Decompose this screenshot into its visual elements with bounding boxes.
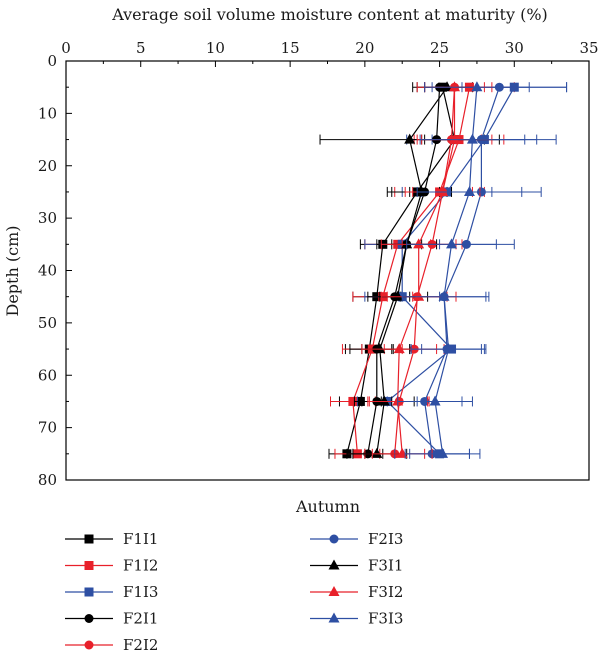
y-tick-label: 0: [47, 52, 57, 70]
y-tick-label: 60: [38, 366, 57, 384]
legend-item-F2I3: F2I3: [310, 530, 403, 548]
legend-marker: [84, 614, 94, 623]
legend-marker: [84, 534, 94, 544]
series-line: [346, 87, 456, 454]
legend-item-F3I2: F3I2: [310, 583, 403, 601]
legend-label: F3I3: [368, 610, 403, 628]
y-tick-label: 20: [38, 157, 57, 175]
series-line: [394, 87, 456, 454]
x-axis-title: Average soil volume moisture content at …: [111, 5, 548, 24]
legend-item-F2I2: F2I2: [65, 636, 158, 654]
y-tick-label: 70: [38, 419, 57, 437]
series-F3I3: [397, 81, 530, 459]
data-point: [463, 185, 475, 196]
data-point: [416, 185, 428, 196]
x-tick-label: 15: [281, 39, 300, 57]
data-point: [404, 133, 416, 144]
data-point: [443, 343, 455, 354]
data-point: [437, 447, 449, 458]
legend-marker: [84, 587, 94, 597]
series-line: [434, 87, 478, 454]
legend-item-F2I1: F2I1: [65, 610, 158, 628]
series-line: [352, 87, 471, 454]
legend: F1I1 F1I2 F1I3 F2I1 F2I2 F2I3 F3I1 F3I2 F3I3: [65, 530, 403, 654]
y-tick-label: 40: [38, 262, 57, 280]
series-line: [423, 87, 500, 454]
legend-marker: [84, 561, 94, 570]
x-tick-label: 30: [505, 39, 524, 57]
chart-caption: Autumn: [295, 497, 360, 516]
y-tick-label: 80: [38, 471, 57, 489]
data-point: [466, 133, 478, 144]
legend-marker: [84, 640, 94, 650]
y-tick-label: 10: [38, 104, 57, 122]
data-point: [393, 343, 405, 354]
data-point: [441, 81, 453, 92]
legend-label: F1I3: [123, 583, 158, 601]
y-tick-label: 50: [38, 314, 57, 332]
x-tick-label: 25: [430, 39, 449, 57]
data-point: [378, 395, 390, 406]
legend-marker: [328, 612, 340, 623]
data-point: [446, 238, 458, 249]
data-point: [374, 343, 386, 354]
plot-area: 0 5 10 15 20 25 30 35 0 10 20 30 40 50 60 70 80: [38, 39, 599, 489]
data-point: [449, 81, 461, 92]
series-line: [397, 87, 456, 454]
legend-label: F1I2: [123, 557, 158, 575]
legend-marker: [329, 534, 339, 544]
series-line: [367, 87, 441, 454]
legend-label: F1I1: [123, 530, 158, 548]
legend-label: F3I2: [368, 583, 403, 601]
legend-item-F3I1: F3I1: [310, 557, 403, 575]
y-tick-label: 30: [38, 209, 57, 227]
legend-label: F2I2: [123, 636, 158, 654]
data-point: [449, 133, 461, 144]
data-point: [437, 185, 449, 196]
legend-label: F3I1: [368, 557, 403, 575]
x-tick-label: 35: [579, 39, 598, 57]
data-point: [413, 290, 425, 301]
data-point: [438, 290, 450, 301]
data-point: [471, 81, 483, 92]
legend-label: F2I3: [368, 530, 403, 548]
x-tick-label: 5: [136, 39, 146, 57]
x-tick-label: 0: [61, 39, 71, 57]
data-point: [348, 396, 358, 406]
series-line: [376, 86, 448, 454]
legend-item-F1I3: F1I3: [65, 583, 158, 601]
legend-item-F1I1: F1I1: [65, 530, 158, 548]
legend-item-F1I2: F1I2: [65, 557, 158, 575]
data-point: [392, 290, 404, 301]
plot-frame: [65, 60, 590, 481]
data-point: [429, 395, 441, 406]
data-point: [371, 447, 383, 458]
legend-marker: [328, 559, 340, 570]
legend-marker: [328, 586, 340, 596]
x-tick-label: 20: [355, 39, 374, 57]
data-point: [413, 238, 425, 249]
legend-label: F2I1: [123, 610, 158, 628]
legend-item-F3I3: F3I3: [310, 610, 403, 628]
y-axis-title: Depth (cm): [3, 226, 22, 317]
x-tick-label: 10: [206, 39, 225, 57]
